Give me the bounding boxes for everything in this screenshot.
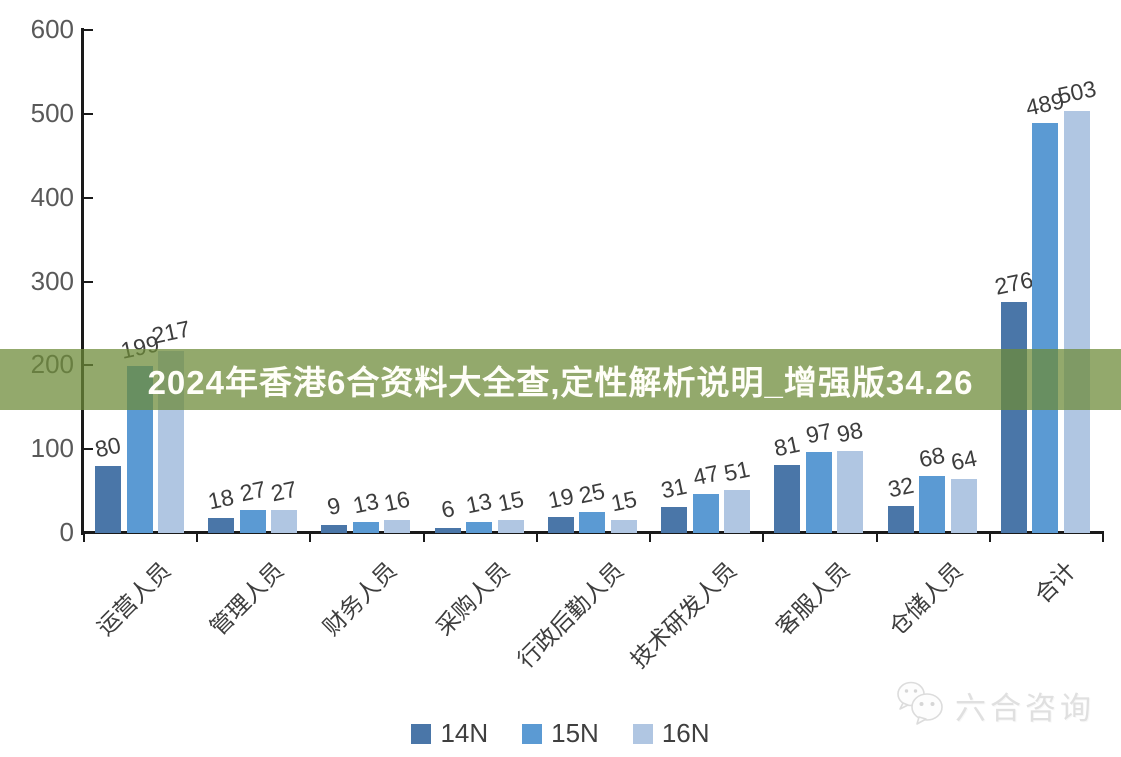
bar-15N-合计: [1032, 123, 1059, 533]
watermark-text: 六合咨询: [955, 691, 1095, 726]
x-axis-tick: [649, 533, 652, 542]
bar-16N-行政后勤人员: [610, 520, 637, 533]
bar-14N-仓储人员: [887, 506, 914, 533]
bar-15N-采购人员: [466, 522, 493, 533]
bar-14N-合计: [1000, 301, 1027, 533]
bar-16N-合计: [1063, 111, 1090, 533]
legend-label: 16N: [661, 718, 710, 748]
legend-swatch: [632, 723, 653, 744]
bar-14N-技术研发人员: [661, 507, 688, 533]
y-axis-tick: [84, 280, 93, 283]
x-axis-tick: [875, 533, 878, 542]
y-axis-tick-label: 0: [59, 517, 74, 547]
legend-item-16N: 16N: [632, 718, 710, 749]
y-axis-tick: [84, 196, 93, 199]
bar-15N-财务人员: [352, 522, 379, 533]
bar-16N-客服人员: [837, 450, 864, 533]
y-axis-tick-label: 500: [30, 97, 74, 128]
legend-swatch: [411, 723, 432, 744]
legend-swatch: [522, 723, 543, 744]
bar-16N-采购人员: [497, 520, 524, 533]
bar-14N-运营人员: [95, 465, 121, 533]
y-axis-tick: [84, 112, 93, 115]
bar-14N-管理人员: [208, 517, 235, 533]
bar-14N-行政后勤人员: [547, 517, 574, 533]
x-axis-tick: [535, 533, 538, 542]
bar-15N-行政后勤人员: [579, 512, 606, 533]
legend-label: 14N: [440, 718, 489, 748]
banner-title: 2024年香港6合资料大全查,定性解析说明_增强版34.26: [147, 363, 974, 401]
y-axis-tick: [84, 532, 93, 534]
legend-item-15N: 15N: [522, 718, 599, 749]
value-label: 51: [721, 455, 753, 487]
watermark: 六合咨询: [893, 678, 1095, 733]
bar-15N-技术研发人员: [692, 493, 719, 533]
legend-label: 15N: [551, 718, 599, 748]
y-axis-tick-label: 600: [30, 14, 74, 44]
bar-15N-客服人员: [805, 451, 832, 533]
bar-16N-财务人员: [384, 519, 411, 533]
bar-16N-技术研发人员: [724, 490, 751, 533]
bar-15N-仓储人员: [919, 475, 946, 533]
x-axis-tick: [309, 533, 312, 542]
bar-14N-客服人员: [774, 465, 801, 533]
x-axis-tick: [1102, 533, 1104, 542]
bar-14N-采购人员: [434, 527, 461, 533]
bar-16N-管理人员: [271, 510, 298, 533]
wechat-icon: [893, 678, 949, 733]
y-axis-tick-label: 300: [30, 265, 74, 296]
x-axis-tick: [988, 533, 991, 542]
x-axis-tick: [762, 533, 765, 542]
chart-legend: 14N 15N 16N: [0, 718, 1121, 749]
bar-16N-仓储人员: [950, 479, 977, 533]
x-axis-tick: [196, 533, 199, 542]
y-axis-tick: [84, 448, 93, 451]
y-axis-tick-label: 100: [30, 433, 74, 464]
x-axis-tick: [83, 533, 85, 542]
bar-15N-管理人员: [239, 510, 266, 533]
y-axis-tick-label: 400: [30, 181, 74, 212]
title-banner: 2024年香港6合资料大全查,定性解析说明_增强版34.26: [0, 349, 1121, 410]
y-axis-line: [81, 28, 84, 535]
legend-item-14N: 14N: [411, 718, 488, 749]
x-axis-tick: [422, 533, 425, 542]
bar-14N-财务人员: [321, 525, 348, 533]
y-axis-tick: [84, 29, 93, 31]
